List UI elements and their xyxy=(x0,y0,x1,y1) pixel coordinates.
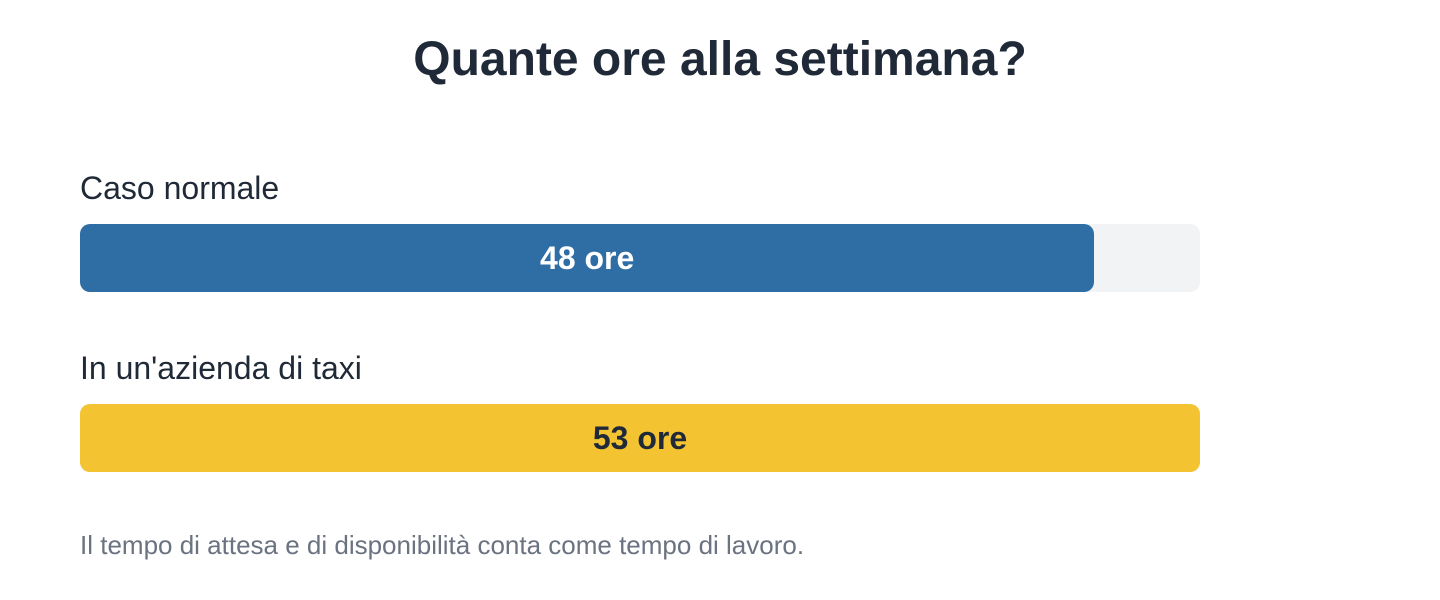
category-label: Caso normale xyxy=(80,170,280,206)
bar-list: Caso normale 48 ore In un'azienda di taxi 5… xyxy=(80,168,1200,528)
note: Il tempo di attesa e di disponibilità co… xyxy=(80,530,805,560)
bar-row: In un'azienda di taxi 53 ore xyxy=(80,348,1200,528)
value-label: 48 ore xyxy=(540,239,635,276)
bar-track: 48 ore xyxy=(80,224,1200,292)
bar: 53 ore xyxy=(80,404,1200,472)
bar-row: Caso normale 48 ore xyxy=(80,168,1200,348)
bar-track: 53 ore xyxy=(80,404,1200,472)
bar: 48 ore xyxy=(80,224,1095,292)
value-label: 53 ore xyxy=(592,419,688,456)
category-label: In un'azienda di taxi xyxy=(80,350,362,386)
chart-title: Quante ore alla settimana? xyxy=(413,33,1027,86)
